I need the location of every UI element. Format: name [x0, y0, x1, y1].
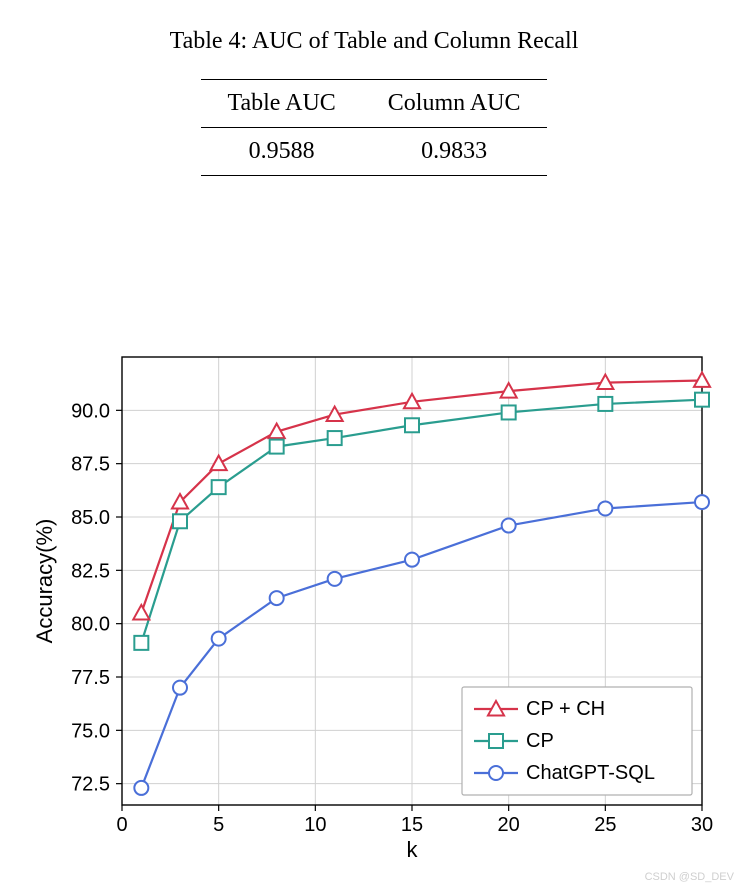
- svg-text:15: 15: [401, 814, 423, 836]
- svg-text:72.5: 72.5: [71, 774, 110, 796]
- table-section: Table 4: AUC of Table and Column Recall …: [0, 0, 748, 176]
- svg-text:k: k: [407, 837, 419, 862]
- svg-text:10: 10: [304, 814, 326, 836]
- table-caption: Table 4: AUC of Table and Column Recall: [0, 28, 748, 55]
- accuracy-chart: 72.5 75.0 77.5 80.0 82.5 85.0 87.5 90.0 0 5 10 15 20…: [30, 345, 720, 865]
- svg-text:85.0: 85.0: [71, 507, 110, 529]
- svg-text:CP: CP: [526, 730, 554, 752]
- svg-text:75.0: 75.0: [71, 720, 110, 742]
- cell-0-0: 0.9588: [201, 128, 361, 176]
- svg-text:77.5: 77.5: [71, 667, 110, 689]
- col-header-1: Column AUC: [362, 80, 547, 128]
- svg-text:Accuracy(%): Accuracy(%): [32, 519, 57, 644]
- svg-text:20: 20: [498, 814, 520, 836]
- svg-text:87.5: 87.5: [71, 454, 110, 476]
- svg-text:CP + CH: CP + CH: [526, 698, 605, 720]
- svg-text:90.0: 90.0: [71, 400, 110, 422]
- svg-text:80.0: 80.0: [71, 614, 110, 636]
- auc-table: Table AUC Column AUC 0.9588 0.9833: [201, 79, 546, 176]
- col-header-0: Table AUC: [201, 80, 361, 128]
- watermark: CSDN @SD_DEV: [645, 871, 734, 883]
- table-row: 0.9588 0.9833: [201, 128, 546, 176]
- cell-0-1: 0.9833: [362, 128, 547, 176]
- svg-text:82.5: 82.5: [71, 560, 110, 582]
- svg-text:5: 5: [213, 814, 224, 836]
- svg-text:25: 25: [594, 814, 616, 836]
- svg-text:ChatGPT-SQL: ChatGPT-SQL: [526, 762, 655, 784]
- svg-text:0: 0: [116, 814, 127, 836]
- svg-text:30: 30: [691, 814, 713, 836]
